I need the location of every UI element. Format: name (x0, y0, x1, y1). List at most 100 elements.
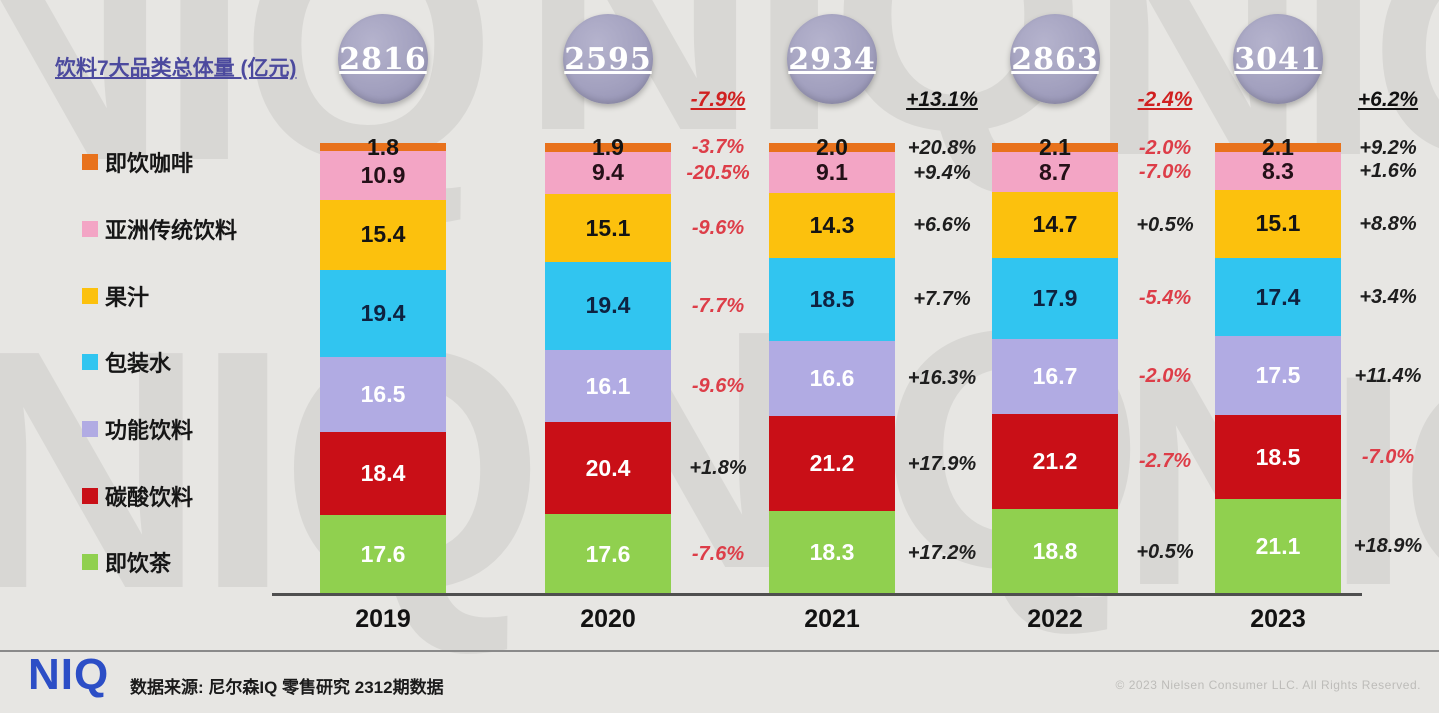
change-slot-果汁: +6.6% (887, 193, 997, 257)
segment-value: 9.1 (816, 159, 848, 186)
change-slot-即饮茶: -7.6% (663, 514, 773, 593)
segment-value: 15.1 (1255, 210, 1301, 237)
segment-value: 17.9 (1032, 284, 1078, 311)
legend-label: 即饮茶 (105, 551, 172, 576)
year-label-2022: 2022 (1027, 605, 1083, 633)
bar-segment-功能饮料: 16.1 (545, 349, 671, 423)
change-slot-包装水: -5.4% (1110, 258, 1220, 339)
segment-change: -2.7% (1138, 450, 1192, 473)
total-value: 2816 (339, 41, 427, 77)
legend-label: 果汁 (105, 285, 150, 310)
segment-value: 21.2 (809, 450, 855, 477)
bar-segment-果汁: 15.1 (1215, 189, 1341, 258)
segment-change: +1.8% (689, 457, 747, 480)
果汁-swatch-icon (82, 288, 98, 304)
bar-segment-果汁: 15.1 (545, 193, 671, 263)
bar-segment-碳酸饮料: 18.5 (1215, 415, 1341, 499)
segment-change: -5.4% (1138, 287, 1192, 310)
change-slot-果汁: +0.5% (1110, 192, 1220, 258)
change-slot-亚洲传统饮料: +1.6% (1333, 152, 1439, 189)
legend-item-包装水: 包装水 (82, 349, 172, 376)
bar-segment-碳酸饮料: 21.2 (769, 415, 895, 512)
segment-value: 17.6 (585, 540, 631, 567)
change-slot-包装水: +3.4% (1333, 258, 1439, 336)
bar-segment-即饮咖啡: 2.0 (769, 136, 895, 159)
segment-value: 18.5 (809, 285, 855, 312)
change-column-2022: -2.0% -7.0% +0.5% -5.4% -2.0% -2.7% +0.5% (1110, 138, 1220, 594)
bar-segment-包装水: 19.4 (545, 262, 671, 350)
change-slot-包装水: +7.7% (887, 258, 997, 341)
bar-segment-碳酸饮料: 20.4 (545, 422, 671, 515)
bar-segment-功能饮料: 17.5 (1215, 336, 1341, 416)
即饮咖啡-swatch-icon (82, 154, 98, 170)
segment-change: +0.5% (1136, 540, 1194, 563)
segment-change: -9.6% (691, 217, 745, 240)
segment-value: 1.9 (592, 133, 624, 160)
legend-label: 即饮咖啡 (105, 151, 194, 176)
total-value: 2595 (564, 41, 652, 77)
change-slot-果汁: -9.6% (663, 194, 773, 262)
segment-change: +0.5% (1136, 213, 1194, 236)
change-column-2020: -3.7% -20.5% -9.6% -7.7% -9.6% +1.8% -7.6% (663, 137, 773, 594)
change-slot-碳酸饮料: +1.8% (663, 422, 773, 514)
bar-segment-包装水: 17.9 (992, 257, 1118, 339)
segment-change: +18.9% (1353, 535, 1423, 558)
segment-change: +9.2% (1359, 136, 1417, 159)
change-slot-即饮咖啡: +9.2% (1333, 138, 1439, 158)
bar-segment-即饮茶: 18.3 (769, 511, 895, 594)
segment-change: -7.0% (1138, 161, 1192, 184)
legend-label: 亚洲传统饮料 (105, 218, 238, 243)
segment-value: 16.1 (585, 372, 631, 399)
data-source-text: 数据来源: 尼尔森IQ 零售研究 2312期数据 (130, 678, 444, 697)
change-slot-即饮咖啡: -3.7% (663, 137, 773, 157)
year-label-2020: 2020 (580, 605, 636, 633)
segment-value: 15.1 (585, 214, 631, 241)
bar-segment-亚洲传统饮料: 10.9 (320, 151, 446, 201)
segment-change: +3.4% (1359, 286, 1417, 309)
change-slot-碳酸饮料: +17.9% (887, 416, 997, 512)
segment-change: -2.0% (1138, 136, 1192, 159)
copyright-text: © 2023 Nielsen Consumer LLC. All Rights … (1115, 678, 1421, 692)
bar-segment-包装水: 19.4 (320, 269, 446, 358)
segment-change: -9.6% (691, 375, 745, 398)
bar-segment-即饮茶: 17.6 (545, 514, 671, 594)
bar-segment-即饮茶: 17.6 (320, 514, 446, 594)
segment-change: +16.3% (907, 367, 977, 390)
legend-label: 包装水 (105, 351, 172, 376)
segment-value: 18.4 (360, 459, 406, 486)
legend-item-即饮茶: 即饮茶 (82, 549, 172, 576)
legend-item-功能饮料: 功能饮料 (82, 416, 193, 443)
segment-change: -20.5% (686, 161, 750, 184)
bar-segment-碳酸饮料: 18.4 (320, 431, 446, 515)
segment-value: 10.9 (360, 162, 406, 189)
bar-segment-果汁: 14.3 (769, 193, 895, 258)
segment-value: 1.8 (367, 133, 399, 160)
segment-change: +7.7% (913, 288, 971, 311)
segment-change: -2.0% (1138, 365, 1192, 388)
change-slot-亚洲传统饮料: -7.0% (1110, 152, 1220, 191)
bar-column-2020: 1.9 9.4 15.1 19.4 16.1 20.4 17.6 (545, 135, 671, 594)
bar-column-2023: 2.1 8.3 15.1 17.4 17.5 18.5 21.1 (1215, 136, 1341, 594)
segment-value: 16.5 (360, 380, 406, 407)
segment-change: +1.6% (1359, 160, 1417, 183)
bar-segment-即饮茶: 21.1 (1215, 498, 1341, 594)
segment-value: 2.1 (1262, 134, 1294, 161)
change-slot-碳酸饮料: -7.0% (1333, 415, 1439, 498)
bar-segment-碳酸饮料: 21.2 (992, 413, 1118, 510)
total-change-2020: -7.9% (690, 88, 746, 111)
segment-value: 18.3 (809, 539, 855, 566)
segment-change: +17.9% (907, 452, 977, 475)
change-column-2021: +20.8% +9.4% +6.6% +7.7% +16.3% +17.9% +17.2% (887, 138, 997, 594)
bar-segment-功能饮料: 16.5 (320, 357, 446, 432)
legend-item-碳酸饮料: 碳酸饮料 (82, 483, 193, 510)
segment-value: 16.7 (1032, 362, 1078, 389)
change-slot-即饮咖啡: -2.0% (1110, 138, 1220, 158)
change-slot-即饮茶: +0.5% (1110, 509, 1220, 594)
total-value: 3041 (1234, 41, 1322, 77)
亚洲传统饮料-swatch-icon (82, 221, 98, 237)
bar-segment-果汁: 14.7 (992, 191, 1118, 258)
change-slot-功能饮料: +16.3% (887, 341, 997, 416)
包装水-swatch-icon (82, 354, 98, 370)
legend-item-果汁: 果汁 (82, 283, 150, 310)
change-slot-亚洲传统饮料: -20.5% (663, 152, 773, 194)
